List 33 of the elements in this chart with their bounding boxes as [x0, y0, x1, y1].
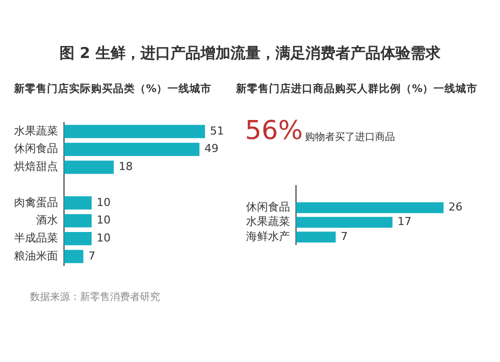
- y-tick-label: 半成品菜: [14, 231, 58, 244]
- y-tick-label: 水果蔬菜: [14, 124, 58, 138]
- bar: [64, 250, 84, 264]
- chart-title: 新零售门店进口商品购买人群比例（%）一线城市: [236, 82, 478, 96]
- text: 图 2 生鲜，进口产品增加流量，满足消费者产品体验需求: [58, 44, 442, 63]
- y-tick-label: 休闲食品: [246, 200, 290, 214]
- bar: [64, 196, 92, 210]
- y-tick-label: 烘焙甜点: [14, 160, 58, 174]
- data-label: 7: [340, 230, 348, 243]
- data-label: 7: [88, 249, 96, 262]
- bar: [64, 160, 114, 174]
- data-label: 18: [118, 160, 133, 174]
- data-label: 10: [96, 196, 111, 209]
- data-label: 10: [96, 214, 111, 227]
- bar: [64, 142, 200, 156]
- chart-subtitle: 新零售门店实际购买品类（%）一线城市: [14, 82, 212, 96]
- data-label: 26: [448, 200, 463, 214]
- data-label: 51: [210, 124, 224, 138]
- source-note: 数据来源：新零售消费者研究: [30, 290, 160, 304]
- bar: [64, 232, 92, 246]
- y-tick-label: 酒水: [36, 214, 58, 227]
- y-tick-label: 海鲜水产: [246, 230, 290, 243]
- bar: [64, 124, 205, 138]
- y-tick-label: 休闲食品: [14, 142, 58, 156]
- data-label: 17: [397, 215, 412, 228]
- text: 56%: [245, 116, 303, 146]
- data-label: 10: [96, 231, 111, 244]
- y-tick-label: 肉禽蛋品: [14, 196, 58, 209]
- text: 购物者买了进口商品: [305, 130, 395, 144]
- y-tick-label: 粮油米面: [14, 249, 58, 262]
- data-label: 49: [204, 142, 218, 156]
- y-tick-label: 水果蔬菜: [246, 215, 290, 228]
- bar: [64, 214, 92, 228]
